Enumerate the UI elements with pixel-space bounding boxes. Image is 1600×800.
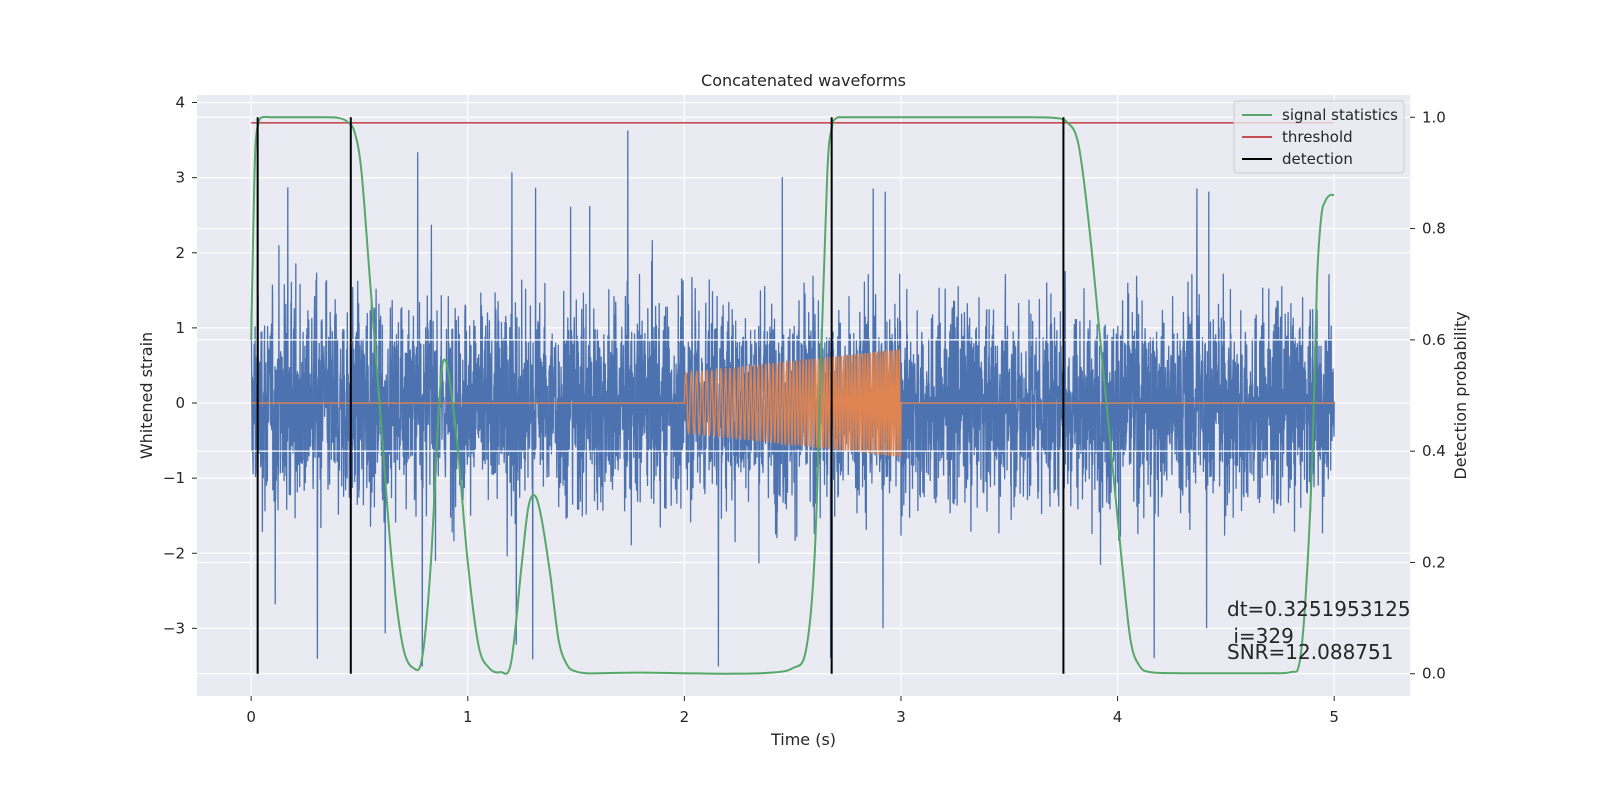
x-tick-label: 2 [680,708,690,726]
x-tick-label: 5 [1329,708,1339,726]
y-tick-label: 3 [175,169,185,187]
y-tick-label: −3 [163,619,185,637]
legend-label-detection: detection [1282,150,1353,168]
y-right-tick-label: 0.6 [1422,331,1446,349]
y-right-tick-label: 0.2 [1422,553,1446,571]
y-right-tick-label: 0.4 [1422,442,1446,460]
y-right-tick-label: 1.0 [1422,108,1446,126]
signal-statistics-line [250,115,1335,675]
x-tick-label: 3 [896,708,906,726]
y-tick-label: 1 [175,319,185,337]
x-tick-label: 1 [463,708,473,726]
annotation-dt: dt=0.3251953125 [1227,597,1411,621]
x-tick-label: 0 [246,708,256,726]
y-tick-label: 4 [175,94,185,112]
waveform-series-line [251,349,1335,458]
y-right-tick-label: 0.8 [1422,220,1446,238]
y-axis-label: Whitened strain [137,332,156,459]
legend-box [1233,100,1405,174]
annotation-i: i=329 [1227,624,1294,648]
strain-series-line [250,130,1335,667]
data-layer [250,115,1335,675]
y-axis-label-right: Detection probability [1451,311,1470,479]
y-tick-label: −1 [163,469,185,487]
y-tick-label: 2 [175,244,185,262]
y-tick-label: −2 [163,544,185,562]
annotation-snr: SNR=12.088751 [1227,640,1393,664]
legend-label-signal-statistics: signal statistics [1282,106,1398,124]
legend-label-threshold: threshold [1282,128,1353,146]
x-axis-label: Time (s) [770,730,836,749]
y-tick-label: 0 [175,394,185,412]
y-right-tick-label: 0.0 [1422,665,1446,683]
axes: 0 1 2 3 4 5 −3 −2 −1 0 1 2 3 4 0.0 0.2 0.4 0.6 0.8 1.0 [163,94,1446,726]
chart-title: Concatenated waveforms [701,71,906,90]
x-tick-label: 4 [1113,708,1123,726]
legend: signal statistics threshold detection [1233,100,1405,174]
